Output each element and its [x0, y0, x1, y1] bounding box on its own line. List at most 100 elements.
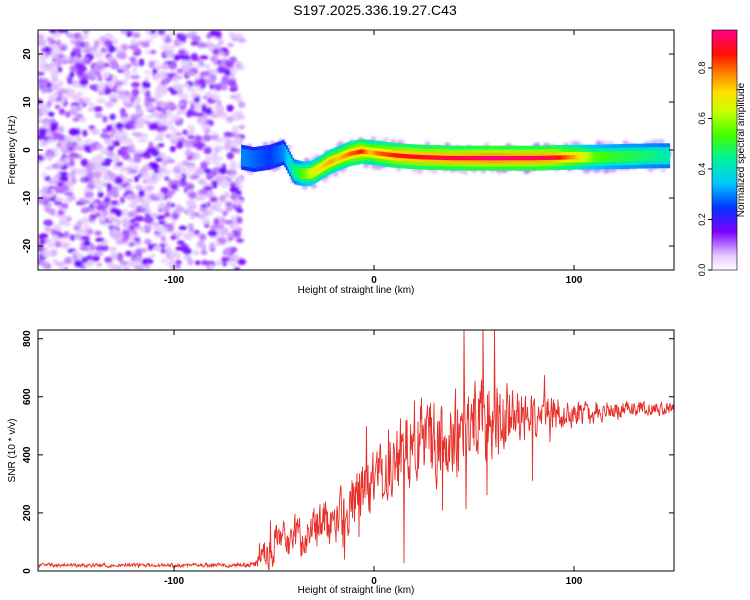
noise-speckle: [195, 112, 205, 117]
noise-speckle: [163, 176, 170, 181]
noise-speckle: [216, 156, 224, 161]
ridge-core-cell: [410, 154, 413, 159]
noise-speckle: [175, 140, 184, 149]
noise-speckle: [207, 207, 215, 212]
noise-speckle: [230, 192, 238, 201]
ridge-core-cell: [253, 157, 256, 162]
ridge-core-cell: [359, 149, 362, 154]
noise-speckle: [157, 203, 165, 209]
noise-speckle: [69, 71, 75, 79]
noise-speckle: [171, 219, 177, 226]
ridge-core-cell: [541, 155, 544, 161]
noise-speckle: [154, 93, 163, 100]
noise-speckle: [52, 32, 61, 39]
noise-speckle: [219, 227, 229, 234]
noise-speckle: [156, 214, 166, 221]
noise-speckle: [41, 88, 47, 94]
noise-speckle: [41, 261, 51, 269]
noise-speckle: [169, 145, 176, 153]
ridge-core-cell: [348, 152, 351, 157]
ridge-core-cell: [260, 156, 263, 161]
noise-speckle: [105, 192, 115, 198]
ridge-core-cell: [633, 154, 635, 159]
ridge-core-cell: [517, 156, 520, 161]
ridge-core-cell: [538, 155, 541, 161]
noise-speckle: [125, 193, 136, 201]
noise-speckle: [137, 138, 148, 143]
noise-speckle: [121, 229, 131, 238]
ridge-core-cell: [594, 155, 597, 160]
ridge-core-cell: [535, 155, 538, 161]
ridge-core-cell: [316, 167, 319, 173]
noise-speckle: [209, 196, 218, 203]
ridge-core-cell: [313, 169, 315, 174]
noise-speckle: [215, 176, 224, 183]
ridge-core-cell: [581, 155, 584, 160]
ridge-core-cell: [378, 151, 381, 156]
noise-speckle: [134, 104, 142, 111]
ridge-core-cell: [473, 156, 475, 161]
noise-speckle: [109, 217, 118, 223]
ridge-core-cell: [660, 153, 663, 158]
noise-speckle: [189, 175, 200, 180]
noise-speckle: [58, 108, 66, 115]
noise-speckle: [104, 33, 114, 41]
noise-speckle: [160, 186, 170, 194]
x-tick-label: 0: [371, 275, 377, 286]
noise-speckle: [145, 38, 153, 43]
ridge-core-cell: [596, 154, 599, 160]
ridge-core-cell: [641, 153, 643, 159]
ridge-core-cell: [631, 154, 634, 159]
noise-speckle: [55, 261, 65, 267]
ridge-core-cell: [527, 156, 530, 161]
noise-speckle: [194, 75, 201, 80]
noise-speckle: [79, 246, 90, 251]
noise-speckle: [184, 148, 193, 157]
noise-speckle: [163, 245, 173, 251]
ridge-core-cell: [274, 153, 277, 158]
ridge-core-cell: [381, 151, 384, 157]
ridge-core-cell: [639, 153, 642, 159]
noise-speckle: [222, 210, 228, 217]
ridge-core-cell: [377, 151, 379, 156]
colorbar-tick-label: 0.0: [697, 264, 707, 277]
noise-speckle: [187, 135, 195, 140]
noise-speckle: [122, 267, 131, 270]
noise-speckle: [81, 256, 89, 264]
ridge-core-cell: [380, 151, 383, 156]
ridge-core-cell: [569, 155, 571, 160]
noise-speckle: [186, 183, 195, 191]
noise-speckle: [181, 83, 190, 88]
noise-speckle: [66, 172, 76, 178]
noise-speckle: [205, 154, 213, 163]
noise-speckle: [138, 58, 145, 67]
noise-speckle: [115, 86, 123, 92]
ridge-core-cell: [628, 154, 631, 159]
noise-speckle: [83, 96, 91, 104]
noise-speckle: [135, 184, 144, 191]
noise-speckle: [73, 259, 83, 268]
ridge-core-cell: [287, 158, 290, 164]
noise-speckle: [67, 141, 73, 149]
noise-speckle: [236, 208, 244, 214]
noise-speckle: [190, 53, 199, 61]
noise-speckle: [51, 163, 60, 170]
noise-speckle: [76, 91, 83, 97]
noise-speckle: [76, 219, 83, 228]
noise-speckle: [133, 222, 140, 228]
noise-speckle: [195, 141, 206, 149]
noise-speckle: [226, 104, 234, 112]
noise-speckle: [173, 74, 184, 80]
noise-speckle: [94, 51, 104, 59]
noise-speckle: [100, 47, 107, 54]
ridge-core-cell: [429, 155, 432, 160]
noise-speckle: [128, 148, 136, 154]
ridge-core-cell: [292, 167, 295, 173]
noise-speckle: [199, 55, 209, 60]
noise-speckle: [223, 144, 232, 151]
noise-speckle: [92, 171, 102, 179]
noise-speckle: [145, 115, 154, 120]
ridge-core-cell: [455, 156, 458, 161]
noise-speckle: [153, 244, 162, 252]
noise-speckle: [209, 55, 219, 62]
